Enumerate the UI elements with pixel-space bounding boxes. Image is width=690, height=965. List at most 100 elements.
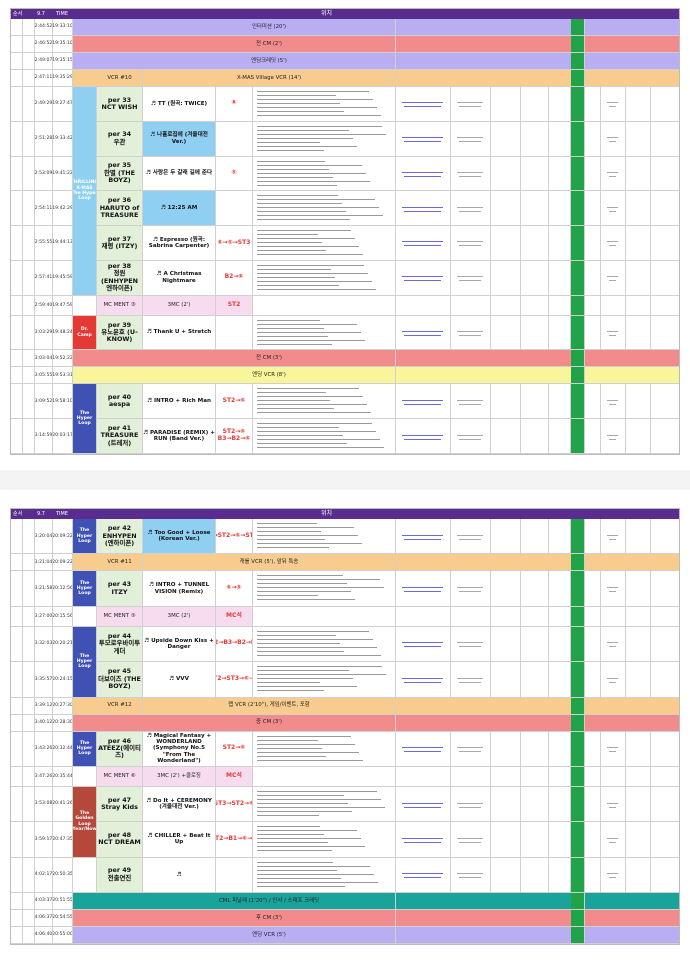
- empty-cell: [651, 607, 679, 627]
- detail-cell: [451, 384, 491, 420]
- note-line: [257, 802, 348, 804]
- detail-cell: [491, 571, 521, 607]
- note-line: [457, 331, 483, 333]
- note-line: [404, 245, 441, 247]
- note-line: [257, 264, 364, 266]
- run-time: 2:55:55: [35, 226, 53, 261]
- note-line: [257, 686, 357, 688]
- detail-cell: [451, 121, 491, 157]
- note-line: [257, 881, 378, 883]
- detail-cell: [521, 571, 549, 607]
- note-line: [257, 145, 357, 147]
- note-line: [257, 634, 336, 636]
- clock-time: 19:35:15: [53, 53, 73, 70]
- note-line: [257, 272, 368, 274]
- note-line: [257, 830, 357, 832]
- note-line: [404, 335, 441, 337]
- performer: per 44 투모로우바이투게더: [97, 626, 143, 663]
- empty-cell: [253, 606, 396, 627]
- run-time: 2:54:11: [35, 191, 53, 227]
- duration-cell: [23, 121, 35, 157]
- note-line: [257, 408, 334, 410]
- block-cell: [73, 766, 97, 787]
- per-number: per 46: [107, 736, 132, 745]
- note-line: [257, 670, 349, 672]
- run-time: 3:03:29: [35, 315, 53, 351]
- sheet-panel: 순서 9.7 TIME 위치 3:20:04 20:09:22 The Hyper Loop…: [10, 508, 680, 945]
- detail-cell: [571, 315, 585, 351]
- note-line: [459, 646, 481, 648]
- detail-cell: [521, 822, 549, 858]
- note-line: [257, 674, 386, 676]
- detail-cell: [396, 191, 451, 227]
- band-label: 엔딩크레딧 (5'): [143, 53, 396, 70]
- detail-cell: [651, 571, 679, 607]
- detail-cell: [651, 157, 679, 192]
- detail-cell: [549, 156, 571, 192]
- artist: 투모로우바이투게더: [98, 639, 141, 655]
- duration-cell: [23, 731, 35, 767]
- run-time: 4:06:40: [35, 927, 53, 944]
- run-time: 3:39:12: [35, 697, 53, 715]
- detail-cell: [491, 384, 521, 420]
- order-cell: [11, 554, 23, 572]
- note-line: [257, 666, 382, 668]
- clock-time: 20:54:55: [53, 910, 73, 927]
- note-line: [402, 171, 443, 173]
- detail-cell: [571, 662, 585, 698]
- run-time: 2:51:28: [35, 121, 53, 157]
- notes-cell: [253, 786, 396, 823]
- performer: per 37 재령 (ITZY): [97, 226, 143, 261]
- block-cell: [73, 606, 97, 627]
- detail-cell: [651, 384, 679, 420]
- performer: per 34 우관: [97, 121, 143, 157]
- notes-cell: [253, 571, 396, 607]
- note-line: [257, 842, 328, 844]
- detail-cell: [521, 857, 549, 893]
- notes-cell: [253, 822, 396, 858]
- empty-cell: [585, 606, 601, 627]
- detail-cell: [585, 260, 601, 296]
- detail-cell: [585, 226, 601, 261]
- note-line: [257, 435, 343, 437]
- detail-cell: [571, 822, 585, 858]
- detail-cell: [396, 662, 451, 698]
- empty-cell: [549, 766, 571, 787]
- detail-cell: [491, 786, 521, 823]
- note-line: [257, 630, 369, 632]
- artist: ATEEZ(에이티즈): [98, 744, 141, 760]
- note-line: [459, 591, 481, 593]
- duration-cell: [23, 226, 35, 261]
- block-label: The Golden Loop (Year/Now): [73, 786, 97, 858]
- status-cell: [571, 350, 585, 368]
- camera: ST2→⑥ B3→B2→⑥: [216, 419, 253, 454]
- order-cell: [11, 910, 23, 927]
- note-line: [257, 137, 353, 139]
- artist: 우관: [113, 137, 126, 146]
- note-line: [257, 207, 379, 209]
- detail-cell: [651, 316, 679, 351]
- song: ♬ INTRO + TUNNEL VISION (Remix): [143, 571, 216, 607]
- detail-cell: [571, 191, 585, 227]
- note-line: [457, 802, 483, 804]
- note-line: [257, 268, 331, 270]
- clock-time: 20:41:26: [53, 786, 73, 823]
- note-line: [257, 242, 322, 244]
- detail-cell: [491, 419, 521, 454]
- detail-cell: [651, 87, 679, 122]
- artist: HARUTO of TREASURE: [99, 203, 140, 219]
- camera: ST2→⑥: [216, 731, 253, 767]
- empty-cell: [651, 767, 679, 787]
- detail-cell: [549, 260, 571, 296]
- note-line: [459, 106, 481, 108]
- note-line: [257, 531, 321, 532]
- note-line: [607, 802, 618, 804]
- order-cell: [11, 121, 23, 157]
- artist: NCT WISH: [101, 102, 138, 111]
- note-line: [257, 125, 382, 127]
- run-time: 3:09:52: [35, 384, 53, 420]
- detail-cell: [521, 662, 549, 698]
- run-time: 2:46:52: [35, 36, 53, 53]
- note-line: [257, 280, 372, 282]
- empty-cell: [491, 295, 521, 316]
